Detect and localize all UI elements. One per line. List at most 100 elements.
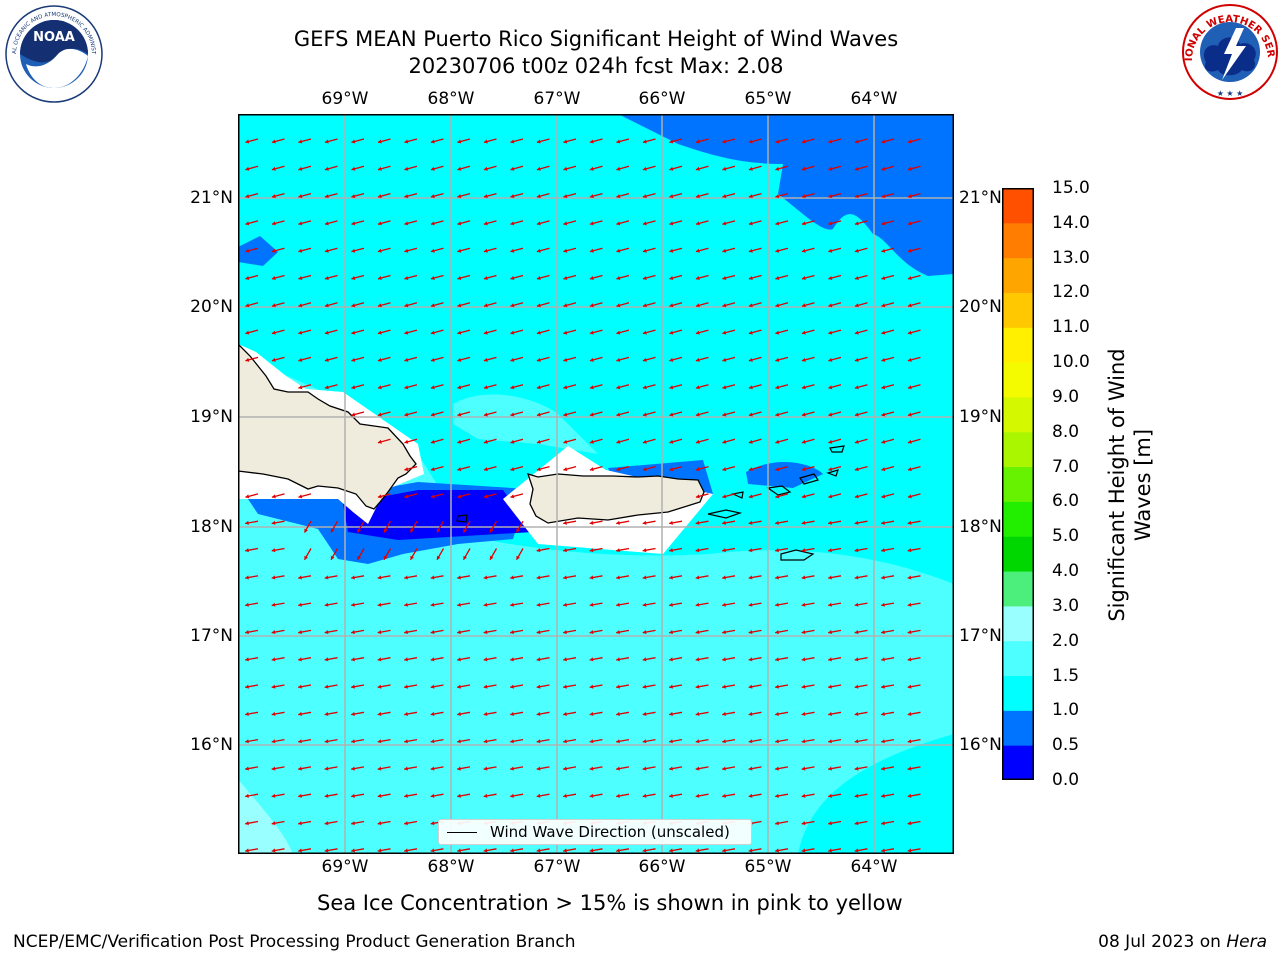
wind-wave-arrowhead <box>881 739 885 744</box>
wind-wave-arrowhead <box>483 439 488 444</box>
wind-wave-arrowhead <box>801 575 806 580</box>
wind-wave-arrowhead <box>854 494 859 499</box>
wind-wave-arrowhead <box>642 793 647 798</box>
wind-wave-arrowhead <box>589 276 594 280</box>
wind-wave-arrowhead <box>695 657 700 662</box>
wind-wave-arrowhead <box>695 739 700 744</box>
wind-wave-arrowhead <box>245 303 250 308</box>
wind-wave-arrowhead <box>616 412 621 417</box>
wind-wave-arrowhead <box>828 412 833 417</box>
lon-label-top: 66°W <box>638 89 686 109</box>
wind-wave-arrowhead <box>330 528 335 533</box>
wind-wave-arrowhead <box>722 248 727 253</box>
wind-wave-arrowhead <box>536 657 541 662</box>
wind-wave-arrowhead <box>510 657 514 662</box>
wind-wave-arrowhead <box>377 848 382 853</box>
wind-wave-arrowhead <box>377 385 382 390</box>
wind-wave-arrowhead <box>722 630 726 635</box>
wind-wave-arrowhead <box>483 194 488 199</box>
wind-wave-arrowhead <box>642 357 647 362</box>
colorbar-segment <box>1002 501 1034 537</box>
wind-wave-arrowhead <box>404 385 409 390</box>
wind-wave-arrowhead <box>377 439 382 444</box>
colorbar-tick-label: 10.0 <box>1052 352 1090 373</box>
wind-wave-arrowhead <box>881 548 885 553</box>
wind-wave-arrowhead <box>563 467 568 472</box>
wind-wave-arrowhead <box>642 684 647 689</box>
wind-wave-arrowhead <box>748 385 753 390</box>
wind-wave-arrowhead <box>245 657 249 662</box>
wind-wave-arrowhead <box>430 575 435 580</box>
wind-wave-arrowhead <box>775 766 779 771</box>
wind-wave-arrowhead <box>298 848 302 853</box>
wind-wave-arrowhead <box>377 657 382 662</box>
wind-wave-arrowhead <box>669 439 674 444</box>
wind-wave-arrowhead <box>642 766 647 771</box>
wind-wave-arrowhead <box>324 139 329 144</box>
wind-wave-arrowhead <box>589 575 594 580</box>
wind-wave-arrowhead <box>563 684 567 689</box>
wind-wave-arrowhead <box>828 385 833 390</box>
map-legend: Wind Wave Direction (unscaled) <box>438 819 752 845</box>
wind-wave-arrowhead <box>828 821 832 826</box>
wind-wave-arrowhead <box>536 602 541 607</box>
wind-wave-arrowhead <box>616 739 620 744</box>
wind-wave-arrowhead <box>404 221 409 226</box>
wind-wave-arrowhead <box>298 711 302 716</box>
wind-wave-arrowhead <box>854 602 859 607</box>
wind-wave-arrowhead <box>563 766 567 771</box>
wind-wave-arrowhead <box>642 303 647 308</box>
wind-wave-arrowhead <box>748 630 753 635</box>
wind-wave-arrowhead <box>536 766 541 771</box>
wind-wave-arrowhead <box>351 166 356 171</box>
wind-wave-arrowhead <box>775 357 780 362</box>
wind-wave-arrowhead <box>854 357 859 362</box>
wind-wave-arrowhead <box>430 248 435 253</box>
wind-wave-arrowhead <box>775 548 779 553</box>
wind-wave-arrowhead <box>589 357 594 362</box>
wind-wave-arrowhead <box>377 194 382 199</box>
wind-wave-arrowhead <box>536 248 541 253</box>
wind-wave-arrowhead <box>695 194 700 199</box>
wind-wave-arrowhead <box>616 248 621 253</box>
wind-wave-arrowhead <box>245 494 250 499</box>
wind-wave-arrowhead <box>536 711 541 716</box>
map-subtitle: 20230706 t00z 024h fcst Max: 2.08 <box>408 54 784 78</box>
wind-wave-arrowhead <box>642 330 647 335</box>
wind-wave-arrowhead <box>854 739 859 744</box>
island-st-croix <box>780 549 815 561</box>
wind-wave-arrowhead <box>828 303 833 308</box>
wind-wave-arrowhead <box>616 139 621 144</box>
wind-wave-arrowhead <box>775 385 780 390</box>
wind-wave-arrowhead <box>430 657 435 662</box>
wind-wave-arrowhead <box>271 766 276 771</box>
wind-wave-arrowhead <box>881 848 885 853</box>
wind-wave-arrowhead <box>828 739 832 744</box>
wind-wave-arrowhead <box>510 711 514 716</box>
wind-wave-arrowhead <box>404 166 409 171</box>
wind-wave-arrowhead <box>245 330 250 335</box>
wind-wave-arrowhead <box>775 494 780 499</box>
wind-wave-arrowhead <box>748 548 753 553</box>
wind-wave-arrowhead <box>483 684 488 689</box>
wind-wave-arrowhead <box>457 848 461 853</box>
wind-wave-arrowhead <box>881 303 886 308</box>
wind-wave-arrowhead <box>854 221 859 226</box>
wind-wave-arrowhead <box>616 439 621 444</box>
colorbar-tick-label: 4.0 <box>1052 561 1080 582</box>
wind-wave-arrowhead <box>298 821 302 826</box>
wind-wave-arrowhead <box>589 166 594 171</box>
wind-wave-arrowhead <box>589 630 594 635</box>
wind-wave-arrowhead <box>536 848 541 853</box>
wind-wave-arrowhead <box>801 494 806 499</box>
wind-wave-arrowhead <box>748 330 753 335</box>
wind-wave-arrowhead <box>298 657 302 662</box>
wind-wave-arrowhead <box>351 357 356 362</box>
wind-wave-arrowhead <box>722 303 727 308</box>
colorbar-segment <box>1002 362 1034 398</box>
wind-wave-arrowhead <box>722 575 726 580</box>
wind-wave-arrowhead <box>775 276 780 280</box>
wind-wave-arrowhead <box>722 848 726 853</box>
wind-wave-arrowhead <box>436 555 441 560</box>
wind-wave-arrowhead <box>669 276 674 280</box>
